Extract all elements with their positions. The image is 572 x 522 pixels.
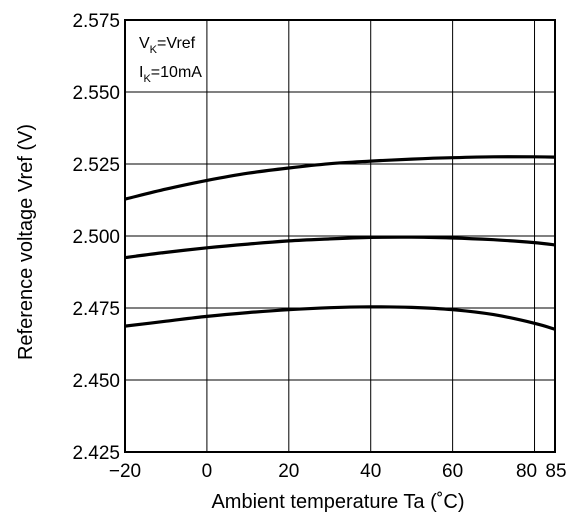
y-tick-label: 2.450 (72, 371, 120, 392)
plot-frame (124, 19, 556, 453)
x-tick-label: −20 (109, 461, 141, 482)
x-tick-label: 85 (545, 461, 566, 482)
y-tick-label: 2.575 (72, 11, 120, 32)
condition-ik: IK=10mA (139, 64, 202, 85)
series-line-2 (124, 235, 556, 260)
y-tick-label: 2.550 (72, 83, 120, 104)
series-line-1 (124, 155, 556, 201)
x-tick-label: 80 (516, 461, 537, 482)
x-tick-label: 60 (442, 461, 463, 482)
x-tick-label: 40 (360, 461, 381, 482)
series-line-3 (124, 305, 556, 331)
x-tick-label: 20 (278, 461, 299, 482)
y-tick-label: 2.425 (72, 443, 120, 464)
series-group (124, 155, 556, 331)
y-tick-label: 2.525 (72, 155, 120, 176)
x-tick-label: 0 (202, 461, 213, 482)
y-axis-label: Reference voltage Vref (V) (15, 124, 37, 360)
x-tick-labels: −20 0 20 40 60 80 85 (109, 461, 567, 482)
condition-vk: VK=Vref (139, 35, 196, 56)
y-tick-label: 2.500 (72, 227, 120, 248)
conditions-annotation: VK=Vref IK=10mA (139, 35, 202, 85)
y-tick-labels: 2.425 2.450 2.475 2.500 2.525 2.550 2.575 (72, 11, 120, 464)
x-axis-label: Ambient temperature Ta (˚C) (211, 491, 464, 513)
y-tick-label: 2.475 (72, 299, 120, 320)
grid (125, 20, 555, 452)
